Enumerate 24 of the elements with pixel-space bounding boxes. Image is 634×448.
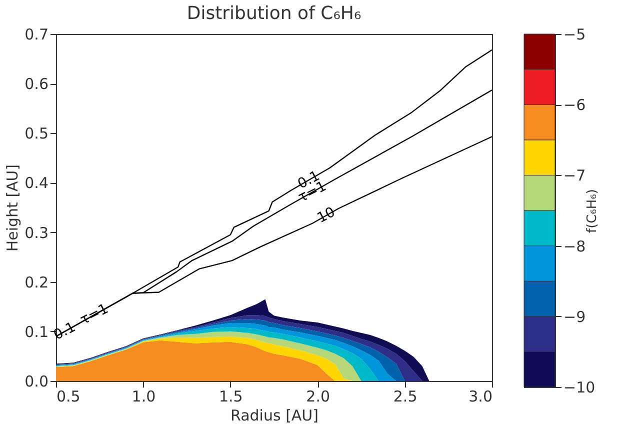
color-bar-label: −5 <box>564 26 586 44</box>
x-tick-label: 2.0 <box>306 388 330 406</box>
x-tick-label: 3.0 <box>468 388 492 406</box>
y-axis-title: Height [AU] <box>4 164 22 252</box>
chart-title: Distribution of C₆H₆ <box>186 3 362 24</box>
x-tick-label: 0.5 <box>56 388 80 406</box>
y-tick-label: 0.7 <box>24 26 48 44</box>
x-tick-label: 1.0 <box>132 388 156 406</box>
color-bar-label: −10 <box>564 378 596 396</box>
y-tick-label: 0.6 <box>24 75 48 94</box>
y-tick-label: 0.4 <box>24 174 48 192</box>
y-tick-label: 0.2 <box>24 273 48 292</box>
color-bar-label: −6 <box>564 96 586 114</box>
color-bar-label: −8 <box>564 237 586 256</box>
y-tick-label: 0.5 <box>24 124 48 143</box>
y-tick-label: 0.1 <box>24 322 48 341</box>
color-bar-title: f(C₆H₆) <box>585 189 600 233</box>
color-bar-label: −7 <box>564 166 586 185</box>
x-tick-label: 1.5 <box>218 388 243 406</box>
y-tick-label: 0.3 <box>24 224 48 242</box>
x-axis-title: Radius [AU] <box>230 406 319 424</box>
y-tick-label: 0.0 <box>24 372 48 390</box>
color-bar-label: −9 <box>564 308 586 326</box>
x-tick-label: 2.5 <box>393 388 418 406</box>
